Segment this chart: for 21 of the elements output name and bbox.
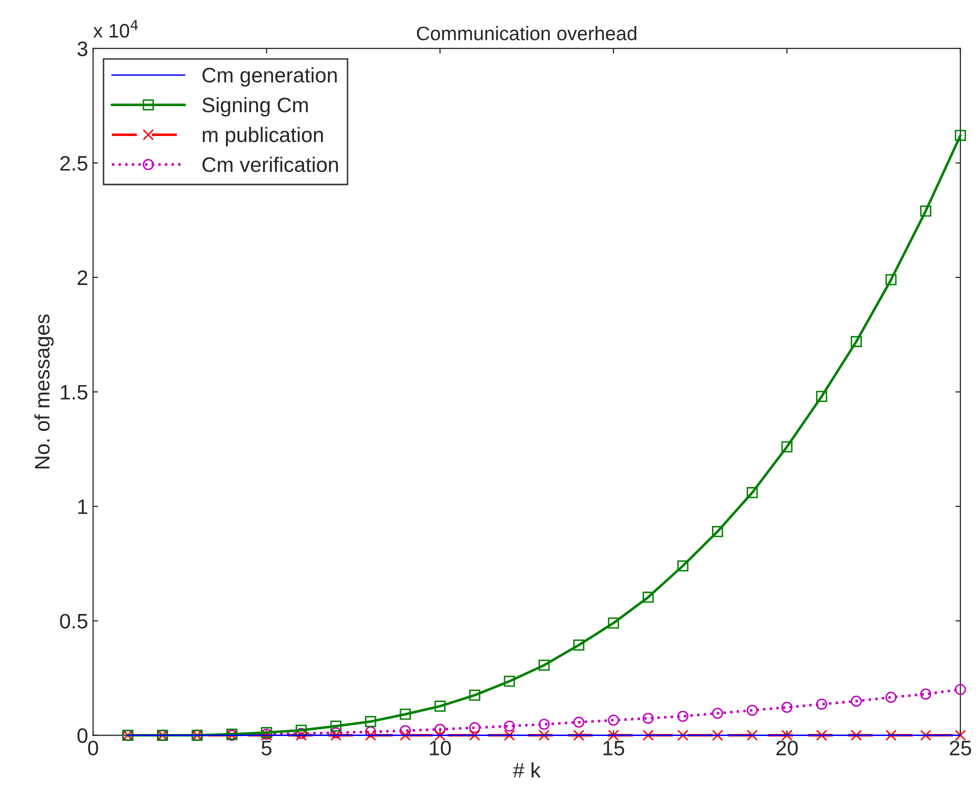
y-tick-label: 3 xyxy=(77,41,88,56)
x-tick-label: 10 xyxy=(430,740,451,756)
chart-title: Communication overhead xyxy=(416,26,636,40)
x-tick-label: 20 xyxy=(776,740,798,756)
y-tick-label: 1.5 xyxy=(60,385,88,400)
x-tick-label: 15 xyxy=(603,740,624,756)
y-tick-label: 0 xyxy=(77,728,88,744)
x-tick-label: 0 xyxy=(88,740,98,756)
x-tick-label: 25 xyxy=(950,740,972,756)
y-axis-title: No. of messages xyxy=(34,314,54,468)
y-tick-label: 0.5 xyxy=(60,614,88,629)
x-tick-label: 5 xyxy=(262,740,272,756)
text: x 10$^{4}$ xyxy=(93,20,138,38)
x-axis-title: # k xyxy=(512,762,541,778)
legend-label: m publication xyxy=(202,126,323,146)
y-tick-label: 2.5 xyxy=(60,156,88,171)
y-tick-label: 1 xyxy=(78,500,88,514)
legend-label: Cm verification xyxy=(202,156,338,172)
y-tick-label: 2 xyxy=(78,270,88,285)
legend-label: Cm generation xyxy=(202,67,337,87)
legend-label: Signing Cm xyxy=(202,97,308,116)
